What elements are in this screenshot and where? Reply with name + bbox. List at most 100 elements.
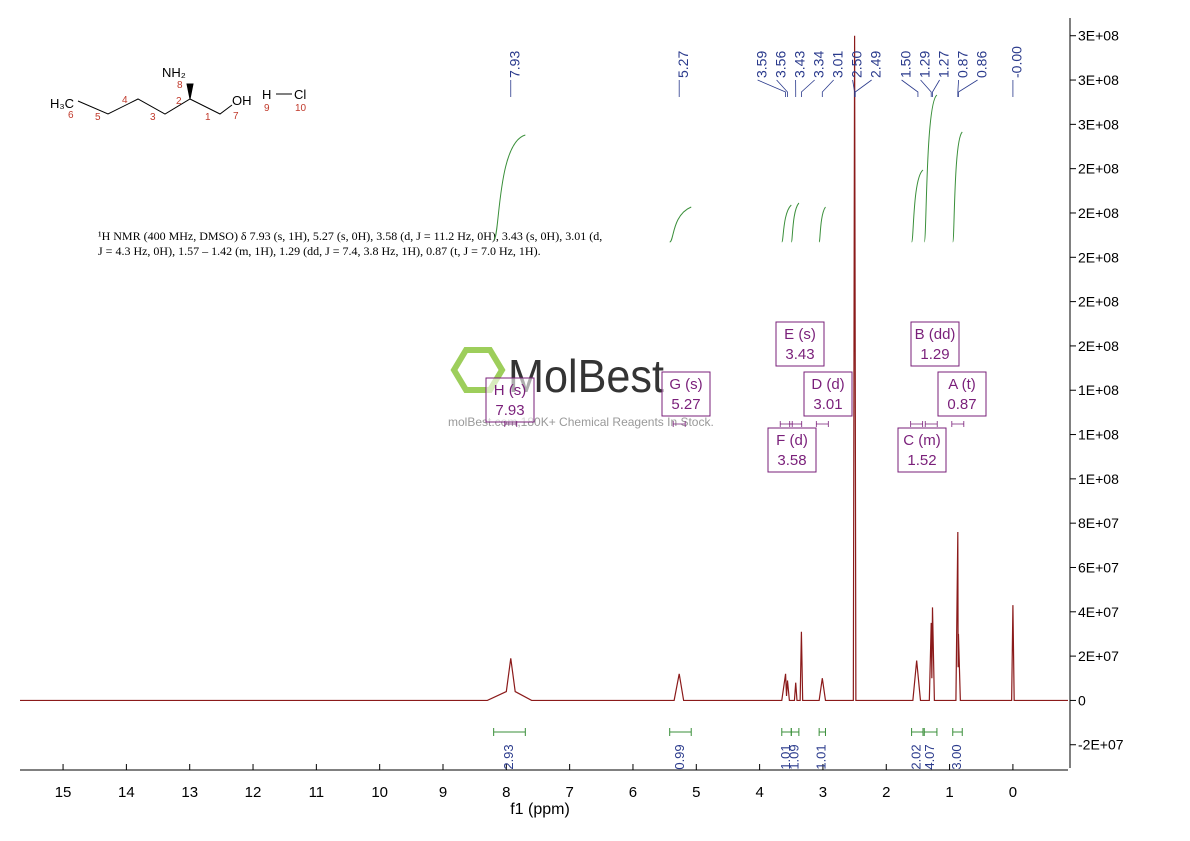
- peak-label: 2.50: [848, 51, 864, 78]
- x-tick-label: 5: [692, 784, 700, 801]
- integral-curve: [781, 204, 792, 243]
- integral-bracket: [923, 728, 938, 736]
- x-tick-label: 13: [181, 784, 198, 801]
- multiplet-marker: [951, 421, 965, 427]
- multiplet-shift: 3.58: [777, 452, 806, 469]
- integral-bracket: [781, 728, 792, 736]
- y-tick-label: 0: [1078, 692, 1086, 708]
- y-tick-label: 4E+07: [1078, 604, 1119, 620]
- x-axis-label: f1 (ppm): [510, 801, 570, 818]
- x-tick-label: 14: [118, 784, 135, 801]
- atom-group: H₃C: [50, 96, 74, 111]
- peak-label: 0.86: [973, 51, 989, 78]
- x-tick-label: 3: [819, 784, 827, 801]
- multiplet-marker: [504, 421, 518, 427]
- peak-leader: [920, 79, 932, 97]
- multiplet-marker: [672, 421, 686, 427]
- multiplet-name: B (dd): [915, 326, 956, 343]
- peak-label: 1.50: [897, 51, 913, 78]
- peak-leader: [901, 79, 919, 97]
- peak-leader: [852, 79, 856, 97]
- multiplet-box: [485, 377, 535, 423]
- integral-curve: [818, 206, 826, 243]
- atom-number: 8: [177, 80, 183, 91]
- integral-curve: [669, 206, 692, 243]
- y-tick-label: 3E+08: [1078, 116, 1119, 132]
- multiplet-shift: 1.29: [920, 346, 949, 363]
- multiplet-box: [910, 321, 960, 367]
- multiplet-name: E (s): [784, 326, 816, 343]
- integral-curve: [911, 169, 924, 243]
- x-tick-label: 10: [371, 784, 388, 801]
- y-tick-label: 2E+08: [1078, 294, 1119, 310]
- multiplet-marker: [779, 421, 793, 427]
- atom-number: 3: [150, 112, 156, 123]
- multiplet-marker: [910, 421, 924, 427]
- multiplet-shift: 1.52: [907, 452, 936, 469]
- x-tick-label: 8: [502, 784, 510, 801]
- atom-group: H: [262, 87, 271, 102]
- x-tick-label: 1: [945, 784, 953, 801]
- peak-leader: [957, 79, 959, 97]
- multiplet-name: D (d): [811, 376, 844, 393]
- peak-label: 3.59: [753, 51, 769, 78]
- spectrum-line: [20, 35, 1068, 702]
- integral-label: 0.99: [672, 744, 687, 769]
- y-tick-label: 8E+07: [1078, 515, 1119, 531]
- peak-leader: [776, 79, 788, 97]
- y-tick-label: 1E+08: [1078, 471, 1119, 487]
- x-tick-label: 0: [1009, 784, 1017, 801]
- multiplet-name: F (d): [776, 432, 808, 449]
- nmr-description: ¹H NMR (400 MHz, DMSO) δ 7.93 (s, 1H), 5…: [98, 229, 602, 243]
- integral-label: 2.02: [909, 744, 924, 769]
- integral-bracket: [952, 728, 963, 736]
- peak-label: 3.43: [791, 51, 807, 78]
- multiplet-shift: 7.93: [495, 402, 524, 419]
- peak-label: 1.27: [935, 51, 951, 78]
- peak-label: -0.00: [1009, 46, 1025, 78]
- multiplet-shift: 3.43: [785, 346, 814, 363]
- integral-bracket: [790, 728, 800, 736]
- peak-label: 7.93: [506, 51, 522, 78]
- x-tick-label: 15: [55, 784, 72, 801]
- atom-number: 10: [295, 103, 307, 114]
- integral-curve: [952, 131, 963, 243]
- multiplet-shift: 5.27: [671, 396, 700, 413]
- peak-label: 3.01: [829, 51, 845, 78]
- atom-group: OH: [232, 93, 252, 108]
- y-tick-label: 1E+08: [1078, 427, 1119, 443]
- multiplet-shift: 3.01: [813, 396, 842, 413]
- integral-bracket: [818, 728, 826, 736]
- integral-label: 4.07: [922, 744, 937, 769]
- molecule-bonds: [77, 83, 292, 115]
- multiplet-box: [775, 321, 825, 367]
- y-tick-label: 3E+08: [1078, 28, 1119, 44]
- atom-group: NH₂: [162, 65, 186, 80]
- multiplet-marker: [924, 421, 938, 427]
- x-tick-label: 7: [565, 784, 573, 801]
- y-tick-label: 1E+08: [1078, 382, 1119, 398]
- x-tick-label: 2: [882, 784, 890, 801]
- multiplet-box: [803, 371, 853, 417]
- integral-curve: [790, 202, 800, 243]
- peak-leader: [801, 79, 815, 97]
- integral-label: 2.93: [501, 744, 516, 769]
- y-tick-label: 6E+07: [1078, 559, 1119, 575]
- integral-label: 1.01: [778, 744, 793, 769]
- integral-bracket: [669, 728, 692, 736]
- nmr-description: J = 4.3 Hz, 0H), 1.57 – 1.42 (m, 1H), 1.…: [98, 244, 541, 258]
- atom-number: 4: [122, 95, 128, 106]
- atom-number: 1: [205, 112, 211, 123]
- atom-number: 5: [95, 112, 101, 123]
- y-tick-label: 2E+07: [1078, 648, 1119, 664]
- x-tick-label: 12: [245, 784, 262, 801]
- y-tick-label: 2E+08: [1078, 249, 1119, 265]
- multiplet-marker: [815, 421, 829, 427]
- integral-bracket: [493, 728, 526, 736]
- integral-curve: [493, 134, 526, 241]
- peak-label: 0.87: [954, 51, 970, 78]
- peak-leader: [821, 79, 834, 97]
- atom-number: 6: [68, 110, 74, 121]
